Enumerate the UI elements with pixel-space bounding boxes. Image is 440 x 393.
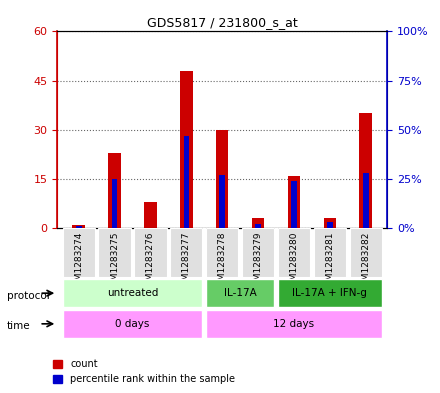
Bar [76, 226, 81, 228]
Bar [206, 310, 382, 338]
Bar [216, 130, 228, 228]
Bar [327, 222, 333, 228]
Bar [73, 225, 85, 228]
Text: GSM1283282: GSM1283282 [361, 232, 370, 292]
Bar [62, 228, 95, 277]
Bar [323, 218, 336, 228]
Bar [183, 136, 189, 228]
Bar [255, 224, 261, 228]
Bar [62, 279, 202, 307]
Bar [206, 279, 274, 307]
Title: GDS5817 / 231800_s_at: GDS5817 / 231800_s_at [147, 16, 297, 29]
Bar [288, 176, 300, 228]
Bar [359, 113, 372, 228]
Legend: count, percentile rank within the sample: count, percentile rank within the sample [49, 356, 239, 388]
Text: IL-17A + IFN-g: IL-17A + IFN-g [292, 288, 367, 298]
Bar [349, 228, 382, 277]
Bar [314, 228, 346, 277]
Text: 12 days: 12 days [273, 319, 315, 329]
Bar [112, 179, 117, 228]
Bar [170, 228, 202, 277]
Text: GSM1283276: GSM1283276 [146, 232, 155, 292]
Bar [108, 152, 121, 228]
Bar [291, 181, 297, 228]
Bar [278, 279, 382, 307]
Text: untreated: untreated [107, 288, 158, 298]
Bar [206, 228, 238, 277]
Text: GSM1283274: GSM1283274 [74, 232, 83, 292]
Text: GSM1283280: GSM1283280 [290, 232, 298, 292]
Text: GSM1283281: GSM1283281 [325, 232, 334, 292]
Text: time: time [7, 321, 30, 331]
Bar [242, 228, 274, 277]
Bar [220, 175, 225, 228]
Text: protocol: protocol [7, 290, 49, 301]
Bar [363, 173, 369, 228]
Bar [144, 202, 157, 228]
Text: GSM1283277: GSM1283277 [182, 232, 191, 292]
Text: IL-17A: IL-17A [224, 288, 257, 298]
Bar [252, 218, 264, 228]
Text: GSM1283279: GSM1283279 [253, 232, 263, 292]
Bar [134, 228, 167, 277]
Text: GSM1283275: GSM1283275 [110, 232, 119, 292]
Bar [99, 228, 131, 277]
Bar [62, 310, 202, 338]
Bar [180, 71, 193, 228]
Text: GSM1283278: GSM1283278 [218, 232, 227, 292]
Bar [278, 228, 310, 277]
Text: 0 days: 0 days [115, 319, 150, 329]
